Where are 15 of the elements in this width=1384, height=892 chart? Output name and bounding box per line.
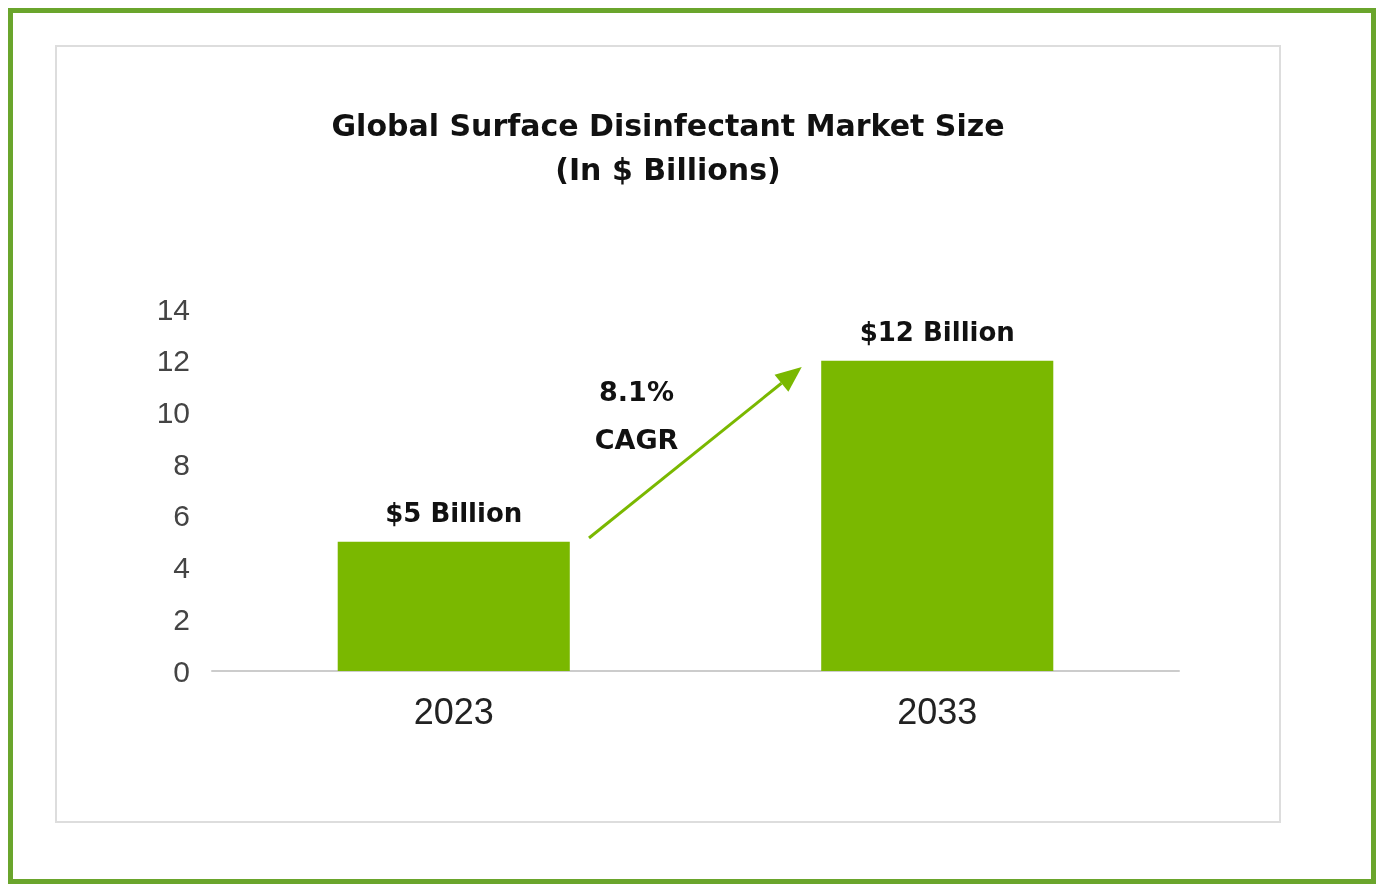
x-tick-label: 2023 — [413, 690, 494, 732]
data-label: $5 Billion — [385, 497, 523, 528]
annotation: 8.1% CAGR — [594, 375, 679, 455]
x-tick-label: 2033 — [897, 690, 978, 732]
y-tick-label: 0 — [173, 654, 190, 688]
y-tick-label: 14 — [156, 292, 190, 326]
chart-title: Global Surface Disinfectant Market Size — [331, 107, 1005, 143]
y-tick-label: 6 — [173, 499, 190, 533]
y-tick-label: 10 — [156, 395, 190, 429]
y-tick-label: 8 — [173, 447, 190, 481]
data-label: $12 Billion — [859, 316, 1015, 347]
y-tick-label: 4 — [173, 551, 190, 585]
y-tick-label: 12 — [156, 344, 190, 378]
chart-subtitle: (In $ Billions) — [555, 151, 781, 187]
y-tick-label: 2 — [173, 602, 190, 636]
